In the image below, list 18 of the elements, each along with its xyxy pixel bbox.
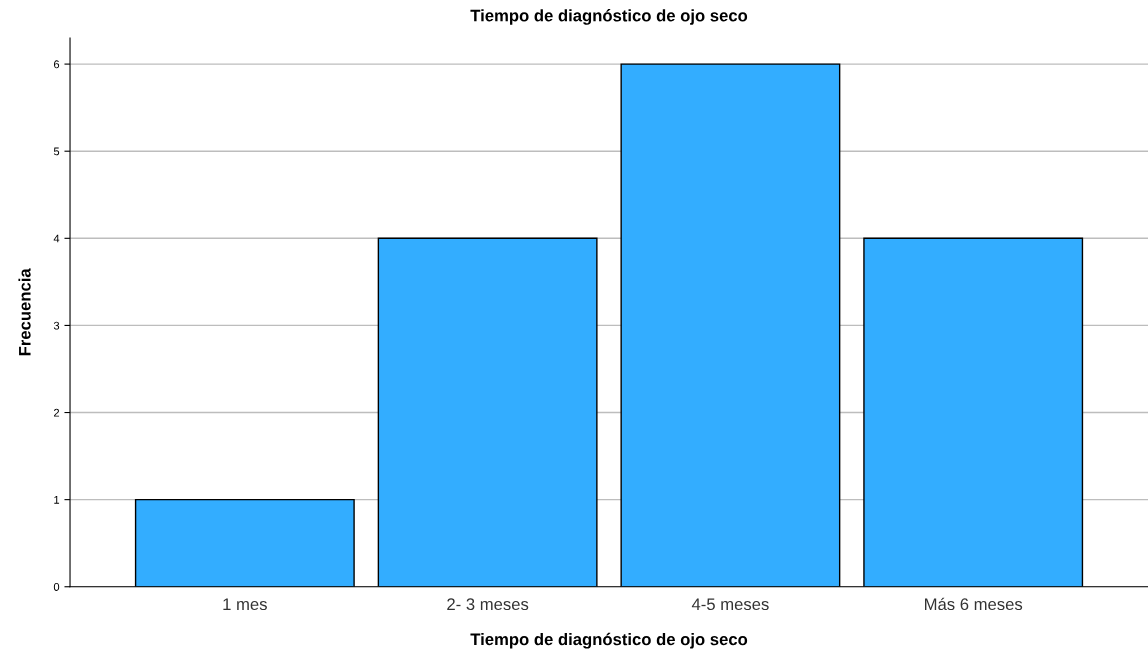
x-axis-title: Tiempo de diagnóstico de ojo seco [470, 632, 748, 649]
y-tick-label: 2 [53, 408, 60, 417]
y-axis-title: Frecuencia [18, 268, 31, 356]
chart-title: Tiempo de diagnóstico de ojo seco [470, 9, 748, 25]
x-tick-label: 2- 3 meses [447, 598, 529, 611]
bar [620, 63, 841, 587]
bar [134, 498, 355, 587]
bar [863, 237, 1084, 587]
y-tick-label: 5 [53, 147, 60, 156]
y-tick-label: 4 [53, 234, 60, 243]
y-tick-label: 1 [54, 496, 60, 504]
x-tick-label: Más 6 meses [925, 597, 1023, 611]
y-tick-label: 6 [54, 60, 60, 69]
y-tick-label: 0 [53, 583, 60, 591]
y-tick-label: 3 [53, 321, 60, 330]
x-tick-label: 1 mes [223, 598, 267, 611]
x-tick-label: 4-5 meses [691, 598, 769, 611]
bar [377, 237, 598, 587]
